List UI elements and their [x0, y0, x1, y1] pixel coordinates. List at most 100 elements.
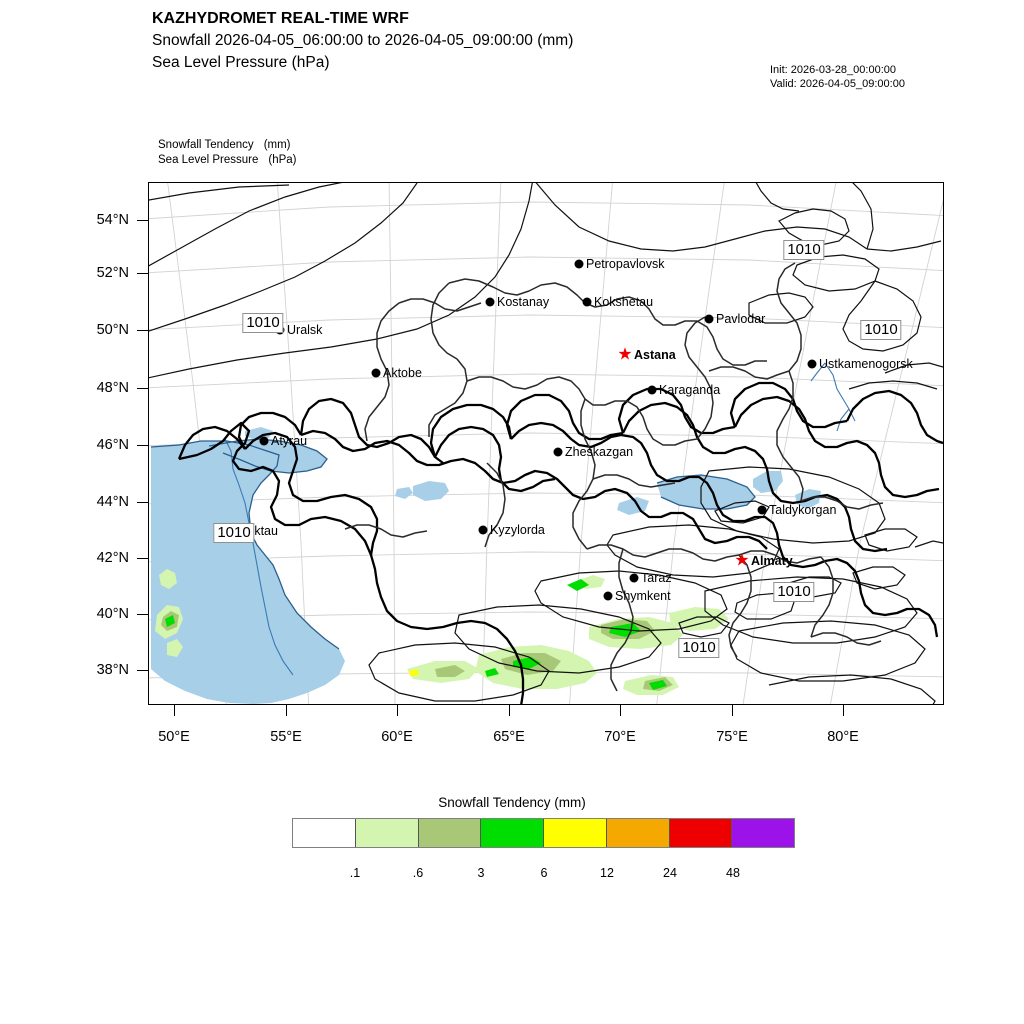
- map-plot-area[interactable]: Petropavlovsk Kostanay Kokshetau Pavloda…: [148, 182, 944, 705]
- contour-label-1010-ne-lower: 1010: [860, 320, 902, 340]
- contour-label-1010-nw: 1010: [242, 313, 284, 333]
- city-marker-karaganda: [647, 385, 657, 395]
- city-label-pavlodar: Pavlodar: [716, 312, 766, 326]
- colorbar-swatch-1: [355, 819, 419, 847]
- ytick-mark-42n: [137, 558, 148, 559]
- ytick-mark-44n: [137, 502, 148, 503]
- city-marker-petropavlovsk: [574, 259, 584, 269]
- pressure-contours: [149, 183, 943, 704]
- rivers: [224, 362, 856, 676]
- xtick-label-80e: 80°E: [827, 729, 859, 745]
- admin-borders: [344, 262, 884, 692]
- city-label-kostanay: Kostanay: [497, 295, 550, 309]
- xtick-mark-75e: [732, 705, 733, 716]
- colorbar[interactable]: [292, 818, 795, 848]
- city-label-uralsk: Uralsk: [287, 323, 323, 337]
- ytick-mark-40n: [137, 614, 148, 615]
- xtick-label-50e: 50°E: [158, 729, 190, 745]
- city-marker-astana: ★: [617, 344, 633, 364]
- colorbar-tick-5: 24: [663, 866, 677, 880]
- xtick-mark-55e: [286, 705, 287, 716]
- contour-label-1010-ne-upper: 1010: [783, 240, 825, 260]
- city-label-atyrau: Atyrau: [271, 434, 308, 448]
- city-label-petropavlovsk: Petropavlovsk: [586, 257, 665, 271]
- colorbar-tick-3: 6: [540, 866, 548, 880]
- colorbar-tick-0: .1: [349, 866, 361, 880]
- city-marker-aktobe: [371, 368, 381, 378]
- ytick-label-44n: 44°N: [96, 494, 129, 510]
- contour-label-1010-southeast: 1010: [773, 582, 815, 602]
- country-borders: [177, 381, 943, 704]
- valid-time: Valid: 2026-04-05_09:00:00: [770, 78, 905, 90]
- field-legend-snowfall-unit: (mm): [263, 139, 291, 151]
- city-marker-shymkent: [603, 591, 613, 601]
- ytick-label-52n: 52°N: [96, 265, 129, 281]
- ytick-label-46n: 46°N: [96, 437, 129, 453]
- city-marker-almaty: ★: [734, 550, 750, 570]
- city-label-kyzylorda: Kyzylorda: [490, 523, 545, 537]
- ytick-mark-48n: [137, 388, 148, 389]
- city-marker-taldykorgan: [757, 505, 767, 515]
- page-title: KAZHYDROMET REAL-TIME WRF: [152, 10, 409, 27]
- city-marker-taraz: [629, 573, 639, 583]
- ytick-mark-50n: [137, 330, 148, 331]
- xtick-label-75e: 75°E: [716, 729, 748, 745]
- xtick-label-70e: 70°E: [604, 729, 636, 745]
- colorbar-tick-4: 12: [600, 866, 614, 880]
- city-marker-kokshetau: [582, 297, 592, 307]
- city-label-aktobe: Aktobe: [383, 366, 422, 380]
- ytick-label-54n: 54°N: [96, 212, 129, 228]
- xtick-mark-70e: [620, 705, 621, 716]
- ytick-label-42n: 42°N: [96, 550, 129, 566]
- run-metadata: Init: 2026-03-28_00:00:00 Valid: 2026-04…: [770, 63, 905, 91]
- colorbar-tick-2: 3: [477, 866, 485, 880]
- city-label-almaty: Almaty: [751, 554, 793, 568]
- ytick-mark-52n: [137, 273, 148, 274]
- colorbar-swatch-5: [606, 819, 670, 847]
- field-legend-pressure-name: Sea Level Pressure: [158, 154, 259, 166]
- contour-label-1010-west-caspian: 1010: [213, 523, 255, 543]
- city-marker-zheskazgan: [553, 447, 563, 457]
- xtick-mark-60e: [397, 705, 398, 716]
- colorbar-swatch-0: [293, 819, 356, 847]
- xtick-mark-80e: [843, 705, 844, 716]
- city-label-shymkent: Shymkent: [615, 589, 671, 603]
- city-marker-pavlodar: [704, 314, 714, 324]
- colorbar-tick-1: .6: [412, 866, 424, 880]
- ytick-label-38n: 38°N: [96, 662, 129, 678]
- colorbar-tick-6: 48: [726, 866, 740, 880]
- field-legend-snowfall-name: Snowfall Tendency: [158, 139, 254, 151]
- city-marker-kostanay: [485, 297, 495, 307]
- colorbar-swatch-4: [544, 819, 607, 847]
- xtick-label-65e: 65°E: [493, 729, 525, 745]
- xtick-label-60e: 60°E: [381, 729, 413, 745]
- field-legend: Snowfall Tendency (mm) Sea Level Pressure…: [158, 138, 297, 168]
- city-marker-kyzylorda: [478, 525, 488, 535]
- init-time: Init: 2026-03-28_00:00:00: [770, 64, 896, 76]
- ytick-mark-46n: [137, 445, 148, 446]
- city-label-zheskazgan: Zheskazgan: [565, 445, 634, 459]
- colorbar-title: Snowfall Tendency (mm): [438, 795, 586, 810]
- city-marker-atyrau: [259, 436, 269, 446]
- subtitle-pressure: Sea Level Pressure (hPa): [152, 54, 330, 71]
- contour-label-1010-south: 1010: [678, 638, 720, 658]
- xtick-label-55e: 55°E: [270, 729, 302, 745]
- city-label-astana: Astana: [634, 348, 676, 362]
- city-label-karaganda: Karaganda: [659, 383, 721, 397]
- ytick-mark-38n: [137, 670, 148, 671]
- ytick-label-40n: 40°N: [96, 606, 129, 622]
- field-legend-snowfall: Snowfall Tendency (mm): [158, 138, 297, 153]
- title-block: KAZHYDROMET REAL-TIME WRF Snowfall 2026-…: [152, 8, 573, 74]
- ytick-mark-54n: [137, 220, 148, 221]
- xtick-mark-65e: [509, 705, 510, 716]
- map-graphics: [149, 183, 943, 704]
- city-label-kokshetau: Kokshetau: [594, 295, 654, 309]
- colorbar-swatch-3: [481, 819, 544, 847]
- ytick-label-48n: 48°N: [96, 380, 129, 396]
- city-marker-ustkamenogorsk: [807, 359, 817, 369]
- city-label-ustkamenogorsk: Ustkamenogorsk: [819, 357, 913, 371]
- colorbar-swatch-7: [732, 819, 794, 847]
- ytick-label-50n: 50°N: [96, 322, 129, 338]
- snowfall-shading-yellow: [409, 669, 419, 676]
- subtitle-snowfall: Snowfall 2026-04-05_06:00:00 to 2026-04-…: [152, 32, 574, 49]
